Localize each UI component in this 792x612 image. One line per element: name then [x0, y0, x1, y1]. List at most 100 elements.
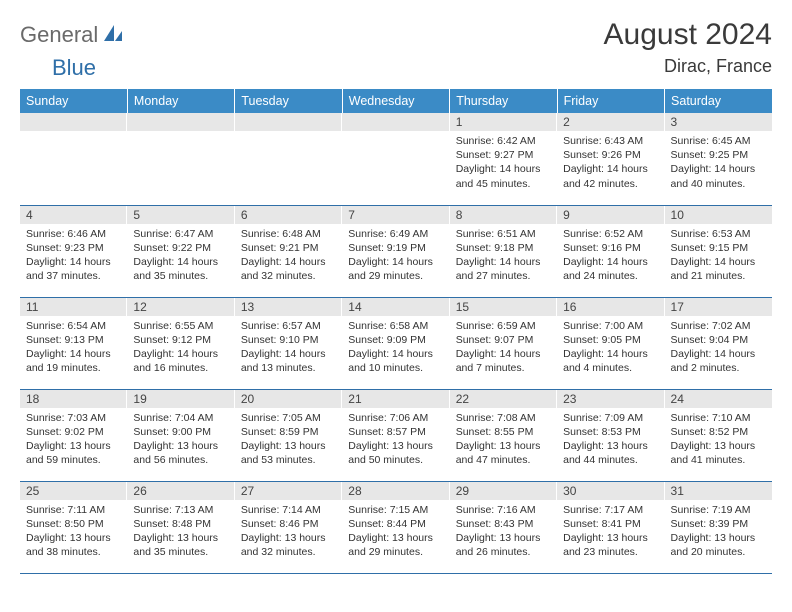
day-number: 12: [127, 298, 234, 316]
day-number: 31: [665, 482, 772, 500]
day-number: 26: [127, 482, 234, 500]
day-content: Sunrise: 7:03 AMSunset: 9:02 PMDaylight:…: [20, 408, 127, 471]
calendar-day-cell: [235, 113, 342, 205]
day-number: 4: [20, 206, 127, 224]
day-content: Sunrise: 7:08 AMSunset: 8:55 PMDaylight:…: [450, 408, 557, 471]
calendar-week-row: 4Sunrise: 6:46 AMSunset: 9:23 PMDaylight…: [20, 205, 772, 297]
calendar-day-cell: 21Sunrise: 7:06 AMSunset: 8:57 PMDayligh…: [342, 389, 449, 481]
day-number: 29: [450, 482, 557, 500]
calendar-day-cell: 28Sunrise: 7:15 AMSunset: 8:44 PMDayligh…: [342, 481, 449, 573]
calendar-day-cell: 20Sunrise: 7:05 AMSunset: 8:59 PMDayligh…: [235, 389, 342, 481]
calendar-day-cell: 3Sunrise: 6:45 AMSunset: 9:25 PMDaylight…: [665, 113, 772, 205]
day-content: Sunrise: 7:00 AMSunset: 9:05 PMDaylight:…: [557, 316, 664, 379]
logo-text-general: General: [20, 22, 98, 48]
calendar-day-cell: 30Sunrise: 7:17 AMSunset: 8:41 PMDayligh…: [557, 481, 664, 573]
calendar-day-cell: 11Sunrise: 6:54 AMSunset: 9:13 PMDayligh…: [20, 297, 127, 389]
day-content: Sunrise: 7:04 AMSunset: 9:00 PMDaylight:…: [127, 408, 234, 471]
day-number: 17: [665, 298, 772, 316]
day-header: Saturday: [665, 89, 772, 113]
day-number: 5: [127, 206, 234, 224]
day-content: Sunrise: 7:16 AMSunset: 8:43 PMDaylight:…: [450, 500, 557, 563]
calendar-week-row: 11Sunrise: 6:54 AMSunset: 9:13 PMDayligh…: [20, 297, 772, 389]
day-content: Sunrise: 6:46 AMSunset: 9:23 PMDaylight:…: [20, 224, 127, 287]
day-content: Sunrise: 7:05 AMSunset: 8:59 PMDaylight:…: [235, 408, 342, 471]
day-number: 19: [127, 390, 234, 408]
day-number: 30: [557, 482, 664, 500]
calendar-day-cell: 2Sunrise: 6:43 AMSunset: 9:26 PMDaylight…: [557, 113, 664, 205]
day-content: Sunrise: 6:57 AMSunset: 9:10 PMDaylight:…: [235, 316, 342, 379]
logo-text-blue: Blue: [52, 55, 96, 80]
calendar-day-cell: 19Sunrise: 7:04 AMSunset: 9:00 PMDayligh…: [127, 389, 234, 481]
logo-sail-icon: [102, 23, 124, 48]
calendar-body: 1Sunrise: 6:42 AMSunset: 9:27 PMDaylight…: [20, 113, 772, 573]
day-content: Sunrise: 7:02 AMSunset: 9:04 PMDaylight:…: [665, 316, 772, 379]
day-content: Sunrise: 7:13 AMSunset: 8:48 PMDaylight:…: [127, 500, 234, 563]
day-number: 11: [20, 298, 127, 316]
calendar-day-cell: 4Sunrise: 6:46 AMSunset: 9:23 PMDaylight…: [20, 205, 127, 297]
day-number-bar: [342, 113, 449, 131]
day-number: 10: [665, 206, 772, 224]
day-number-bar: [127, 113, 234, 131]
day-number: 21: [342, 390, 449, 408]
calendar-day-cell: 23Sunrise: 7:09 AMSunset: 8:53 PMDayligh…: [557, 389, 664, 481]
calendar-day-cell: 22Sunrise: 7:08 AMSunset: 8:55 PMDayligh…: [450, 389, 557, 481]
day-content: Sunrise: 6:51 AMSunset: 9:18 PMDaylight:…: [450, 224, 557, 287]
calendar-day-cell: 25Sunrise: 7:11 AMSunset: 8:50 PMDayligh…: [20, 481, 127, 573]
day-number: 27: [235, 482, 342, 500]
day-content: Sunrise: 7:19 AMSunset: 8:39 PMDaylight:…: [665, 500, 772, 563]
calendar-table: SundayMondayTuesdayWednesdayThursdayFrid…: [20, 89, 772, 574]
day-number: 16: [557, 298, 664, 316]
day-content: Sunrise: 6:55 AMSunset: 9:12 PMDaylight:…: [127, 316, 234, 379]
calendar-day-cell: 9Sunrise: 6:52 AMSunset: 9:16 PMDaylight…: [557, 205, 664, 297]
day-number: 7: [342, 206, 449, 224]
day-number: 22: [450, 390, 557, 408]
day-number: 18: [20, 390, 127, 408]
day-content: Sunrise: 6:43 AMSunset: 9:26 PMDaylight:…: [557, 131, 664, 194]
calendar-page: General August 2024 Dirac, France Blue S…: [0, 0, 792, 584]
day-content: Sunrise: 6:53 AMSunset: 9:15 PMDaylight:…: [665, 224, 772, 287]
day-number: 14: [342, 298, 449, 316]
day-content: Sunrise: 6:45 AMSunset: 9:25 PMDaylight:…: [665, 131, 772, 194]
calendar-week-row: 25Sunrise: 7:11 AMSunset: 8:50 PMDayligh…: [20, 481, 772, 573]
day-content: Sunrise: 7:10 AMSunset: 8:52 PMDaylight:…: [665, 408, 772, 471]
day-content: Sunrise: 6:49 AMSunset: 9:19 PMDaylight:…: [342, 224, 449, 287]
calendar-day-cell: 12Sunrise: 6:55 AMSunset: 9:12 PMDayligh…: [127, 297, 234, 389]
day-number: 13: [235, 298, 342, 316]
calendar-day-cell: 14Sunrise: 6:58 AMSunset: 9:09 PMDayligh…: [342, 297, 449, 389]
day-number: 24: [665, 390, 772, 408]
calendar-day-cell: 1Sunrise: 6:42 AMSunset: 9:27 PMDaylight…: [450, 113, 557, 205]
calendar-day-cell: 26Sunrise: 7:13 AMSunset: 8:48 PMDayligh…: [127, 481, 234, 573]
logo: General: [20, 18, 126, 48]
day-number: 23: [557, 390, 664, 408]
day-content: Sunrise: 6:58 AMSunset: 9:09 PMDaylight:…: [342, 316, 449, 379]
day-number: 3: [665, 113, 772, 131]
day-content: Sunrise: 7:06 AMSunset: 8:57 PMDaylight:…: [342, 408, 449, 471]
calendar-day-cell: 31Sunrise: 7:19 AMSunset: 8:39 PMDayligh…: [665, 481, 772, 573]
calendar-day-cell: 17Sunrise: 7:02 AMSunset: 9:04 PMDayligh…: [665, 297, 772, 389]
day-header: Sunday: [20, 89, 127, 113]
calendar-day-cell: 6Sunrise: 6:48 AMSunset: 9:21 PMDaylight…: [235, 205, 342, 297]
calendar-week-row: 1Sunrise: 6:42 AMSunset: 9:27 PMDaylight…: [20, 113, 772, 205]
day-header: Monday: [127, 89, 234, 113]
day-content: Sunrise: 6:42 AMSunset: 9:27 PMDaylight:…: [450, 131, 557, 194]
day-number: 9: [557, 206, 664, 224]
calendar-day-cell: 24Sunrise: 7:10 AMSunset: 8:52 PMDayligh…: [665, 389, 772, 481]
calendar-day-cell: [342, 113, 449, 205]
day-content: Sunrise: 7:17 AMSunset: 8:41 PMDaylight:…: [557, 500, 664, 563]
day-header: Tuesday: [235, 89, 342, 113]
calendar-day-cell: 16Sunrise: 7:00 AMSunset: 9:05 PMDayligh…: [557, 297, 664, 389]
day-number: 8: [450, 206, 557, 224]
day-content: Sunrise: 7:15 AMSunset: 8:44 PMDaylight:…: [342, 500, 449, 563]
day-content: Sunrise: 6:52 AMSunset: 9:16 PMDaylight:…: [557, 224, 664, 287]
calendar-day-cell: [20, 113, 127, 205]
day-content: Sunrise: 7:11 AMSunset: 8:50 PMDaylight:…: [20, 500, 127, 563]
calendar-day-cell: 10Sunrise: 6:53 AMSunset: 9:15 PMDayligh…: [665, 205, 772, 297]
calendar-day-cell: 29Sunrise: 7:16 AMSunset: 8:43 PMDayligh…: [450, 481, 557, 573]
calendar-day-cell: 18Sunrise: 7:03 AMSunset: 9:02 PMDayligh…: [20, 389, 127, 481]
calendar-day-cell: 5Sunrise: 6:47 AMSunset: 9:22 PMDaylight…: [127, 205, 234, 297]
day-content: Sunrise: 7:14 AMSunset: 8:46 PMDaylight:…: [235, 500, 342, 563]
month-title: August 2024: [604, 18, 772, 52]
calendar-day-cell: 8Sunrise: 6:51 AMSunset: 9:18 PMDaylight…: [450, 205, 557, 297]
day-number: 1: [450, 113, 557, 131]
calendar-day-cell: 27Sunrise: 7:14 AMSunset: 8:46 PMDayligh…: [235, 481, 342, 573]
